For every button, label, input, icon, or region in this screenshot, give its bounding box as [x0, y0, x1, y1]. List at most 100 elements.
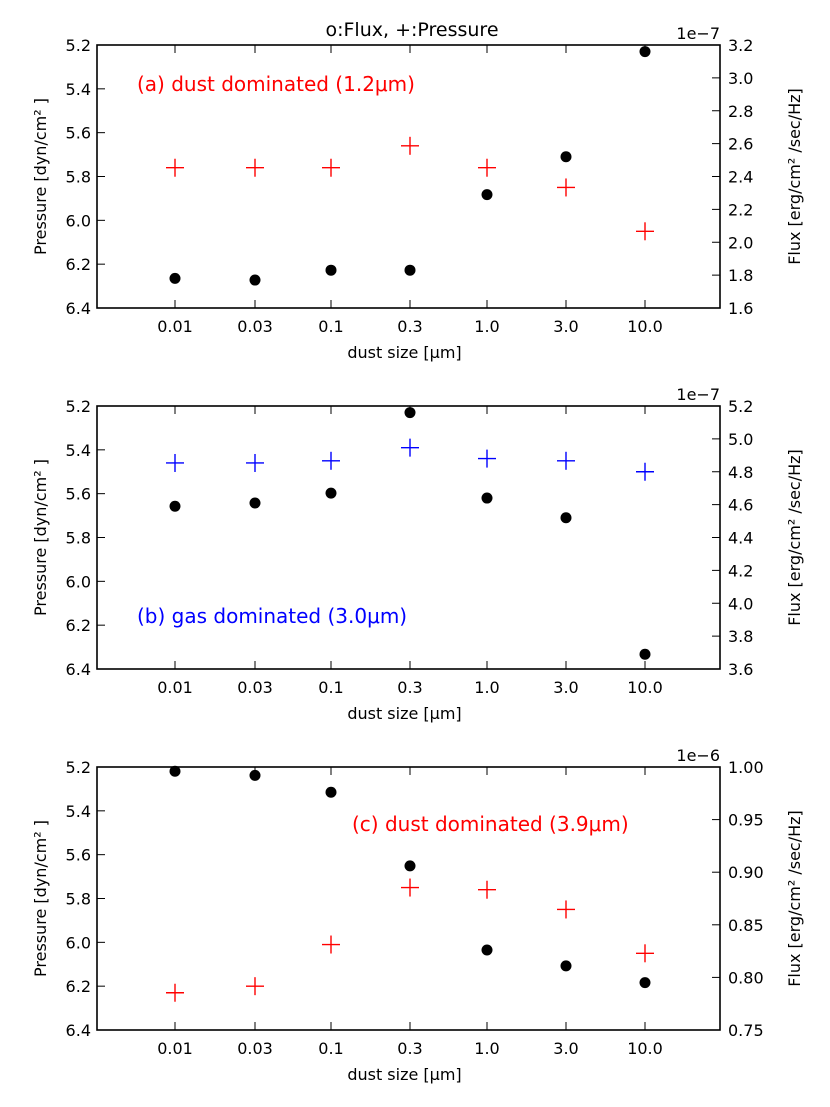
left-tick-label: 6.0 [66, 211, 91, 230]
x-tick-label: 3.0 [553, 1039, 578, 1058]
right-tick-label: 0.75 [728, 1021, 764, 1040]
flux-point [404, 407, 416, 419]
left-tick-label: 5.2 [66, 758, 91, 777]
flux-point [249, 497, 261, 509]
right-tick-label: 1.8 [728, 266, 753, 285]
flux-point [169, 272, 181, 284]
left-axis-label: Pressure [dyn/cm² ] [31, 459, 50, 616]
left-tick-label: 5.8 [66, 529, 91, 548]
figure-title: o:Flux, +:Pressure [325, 19, 498, 41]
left-tick-label: 6.4 [66, 660, 91, 679]
flux-point [639, 977, 651, 989]
x-tick-label: 1.0 [474, 1039, 499, 1058]
flux-point [325, 487, 337, 499]
right-tick-label: 3.2 [728, 36, 753, 55]
flux-point [404, 860, 416, 872]
pressure-point [478, 449, 496, 468]
pressure-point [322, 158, 340, 177]
pressure-point [636, 222, 654, 241]
right-tick-label: 3.0 [728, 69, 753, 88]
flux-point [639, 46, 651, 58]
right-tick-label: 3.6 [728, 660, 753, 679]
left-tick-label: 6.4 [66, 1021, 91, 1040]
flux-point [481, 944, 493, 956]
right-axis-label: Flux [erg/cm² /sec/Hz] [785, 810, 804, 987]
panel-annotation: (b) gas dominated (3.0μm) [137, 604, 407, 628]
left-tick-label: 5.4 [66, 802, 91, 821]
x-tick-label: 10.0 [627, 317, 663, 336]
x-tick-label: 3.0 [553, 317, 578, 336]
right-tick-label: 0.80 [728, 968, 764, 987]
right-tick-label: 4.6 [728, 496, 753, 515]
left-tick-label: 6.2 [66, 616, 91, 635]
flux-point [169, 500, 181, 512]
left-tick-label: 6.4 [66, 299, 91, 318]
left-tick-label: 5.4 [66, 441, 91, 460]
flux-series [169, 46, 651, 286]
flux-point [560, 512, 572, 524]
plot-frame [96, 766, 721, 1031]
pressure-point [557, 451, 575, 470]
right-tick-label: 4.0 [728, 594, 753, 613]
pressure-series [166, 878, 654, 1002]
pressure-series [166, 136, 654, 241]
x-tick-label: 0.3 [397, 678, 422, 697]
pressure-point [636, 462, 654, 481]
panel-annotation: (c) dust dominated (3.9μm) [352, 812, 629, 836]
pressure-point [478, 880, 496, 899]
flux-point [481, 492, 493, 504]
right-tick-label: 4.2 [728, 561, 753, 580]
x-axis-label: dust size [μm] [347, 343, 461, 362]
flux-point [249, 274, 261, 286]
chart-panel-1: 5.2 5.4 5.6 5.8 6.0 6.2 6.4 1.6 1.8 2.0 2.2 2.4 2.6 2… [31, 24, 804, 362]
pressure-point [166, 158, 184, 177]
x-tick-label: 0.3 [397, 1039, 422, 1058]
pressure-point [557, 900, 575, 919]
right-tick-label: 4.4 [728, 529, 753, 548]
left-tick-label: 6.0 [66, 933, 91, 952]
pressure-point [401, 878, 419, 897]
left-tick-label: 5.6 [66, 846, 91, 865]
pressure-series [166, 438, 654, 481]
panel-annotation: (a) dust dominated (1.2μm) [137, 72, 415, 96]
x-tick-label: 10.0 [627, 1039, 663, 1058]
pressure-point [478, 158, 496, 177]
x-tick-label: 1.0 [474, 678, 499, 697]
x-tick-label: 3.0 [553, 678, 578, 697]
right-axis-label: Flux [erg/cm² /sec/Hz] [785, 88, 804, 265]
flux-point [404, 264, 416, 276]
right-tick-label: 0.90 [728, 863, 764, 882]
left-tick-label: 5.6 [66, 485, 91, 504]
flux-point [481, 189, 493, 201]
right-axis-offset-text: 1e−7 [676, 24, 720, 43]
right-tick-label: 5.0 [728, 430, 753, 449]
right-tick-label: 5.2 [728, 397, 753, 416]
x-axis-label: dust size [μm] [347, 704, 461, 723]
flux-point [169, 765, 181, 777]
left-tick-label: 5.4 [66, 80, 91, 99]
pressure-point [166, 453, 184, 472]
chart-panel-2: 5.2 5.4 5.6 5.8 6.0 6.2 6.4 3.6 3.8 4.0 4.2 4.4 4.6 4… [31, 385, 804, 723]
left-tick-label: 5.6 [66, 124, 91, 143]
right-tick-label: 0.85 [728, 916, 764, 935]
right-tick-label: 0.95 [728, 811, 764, 830]
pressure-point [246, 158, 264, 177]
flux-point [560, 960, 572, 972]
left-tick-label: 5.8 [66, 890, 91, 909]
x-tick-label: 0.1 [318, 317, 343, 336]
x-tick-label: 0.03 [237, 317, 273, 336]
plot-frame [96, 405, 721, 670]
left-axis-label: Pressure [dyn/cm² ] [31, 98, 50, 255]
pressure-point [166, 983, 184, 1002]
flux-series [169, 407, 651, 660]
flux-point [249, 769, 261, 781]
pressure-point [636, 944, 654, 963]
right-axis-offset-text: 1e−7 [676, 385, 720, 404]
x-tick-label: 1.0 [474, 317, 499, 336]
chart-panel-3: 5.2 5.4 5.6 5.8 6.0 6.2 6.4 0.75 0.80 0.85 0.90 0.9… [31, 746, 804, 1084]
x-axis-label: dust size [μm] [347, 1065, 461, 1084]
x-tick-label: 10.0 [627, 678, 663, 697]
right-tick-label: 2.2 [728, 200, 753, 219]
x-tick-label: 0.01 [157, 1039, 193, 1058]
right-axis-label: Flux [erg/cm² /sec/Hz] [785, 449, 804, 626]
